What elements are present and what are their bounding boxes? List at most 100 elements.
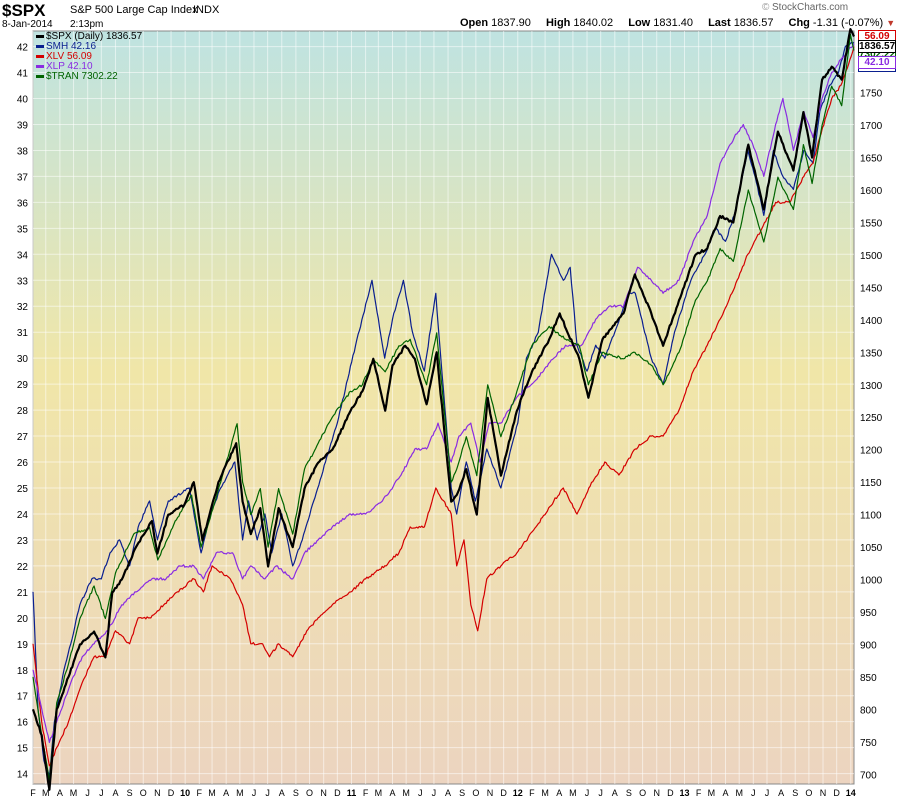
y-axis-left: 14 15 16 17 18 19 20 21 22 23 24 25 26 27 28 29 30 31 32 33… <box>17 43 29 781</box>
x-tick-label: F <box>696 788 702 798</box>
x-tick-label: J <box>432 788 437 798</box>
legend-entry: $SPX (Daily) 1836.57 <box>36 32 142 42</box>
x-tick-label: J <box>765 788 770 798</box>
x-tick-label: N <box>487 788 494 798</box>
x-tick-label: F <box>30 788 36 798</box>
x-tick-label: S <box>626 788 632 798</box>
legend-label: $SPX (Daily) 1836.57 <box>46 31 143 42</box>
copyright-icon: © <box>762 2 770 13</box>
last-value-tag: 42.10 <box>858 56 896 69</box>
x-tick-label: D <box>833 788 840 798</box>
y-tick-label-right: 850 <box>860 673 877 684</box>
y-tick-label-right: 1450 <box>860 283 883 294</box>
y-tick-label-left: 31 <box>17 328 29 339</box>
y-tick-label-left: 24 <box>17 510 29 521</box>
legend-label: XLP 42.10 <box>46 61 93 72</box>
x-tick-label: N <box>154 788 161 798</box>
y-tick-label-left: 14 <box>17 770 29 781</box>
x-tick-label: F <box>529 788 535 798</box>
y-tick-label-right: 1500 <box>860 251 883 262</box>
y-tick-label-right: 1000 <box>860 576 883 587</box>
chart-date: 8-Jan-2014 <box>2 19 53 30</box>
last-value-tag: 1836.57 <box>858 40 896 53</box>
x-tick-label: M <box>708 788 716 798</box>
y-tick-label-left: 38 <box>17 146 29 157</box>
x-tick-label: J <box>99 788 104 798</box>
y-tick-label-left: 16 <box>17 718 29 729</box>
x-tick-label: F <box>197 788 203 798</box>
y-tick-label-left: 42 <box>17 43 29 54</box>
x-tick-label: J <box>585 788 590 798</box>
series-lines <box>31 28 855 791</box>
down-triangle-icon: ▼ <box>886 18 896 28</box>
x-tick-label: D <box>500 788 507 798</box>
x-tick-label: S <box>792 788 798 798</box>
y-tick-label-right: 800 <box>860 705 877 716</box>
series-line-tran <box>32 33 855 782</box>
y-tick-label-left: 15 <box>17 744 29 755</box>
symbol-title: $SPX <box>2 1 46 20</box>
y-tick-label-left: 29 <box>17 380 29 391</box>
x-tick-label: 13 <box>680 788 690 798</box>
x-tick-label: N <box>653 788 660 798</box>
open-value: 1837.90 <box>491 17 531 29</box>
index-name: S&P 500 Large Cap Index <box>70 4 198 16</box>
legend-entry: SMH 42.16 <box>36 42 142 52</box>
y-tick-label-left: 19 <box>17 640 29 651</box>
y-tick-label-right: 1400 <box>860 316 883 327</box>
x-tick-label: J <box>418 788 423 798</box>
x-tick-label: A <box>112 788 118 798</box>
y-tick-label-left: 32 <box>17 302 29 313</box>
x-tick-label: S <box>293 788 299 798</box>
x-tick-label: A <box>556 788 562 798</box>
legend-label: XLV 56.09 <box>46 51 92 62</box>
series-line-xlv <box>32 46 855 767</box>
legend-swatch <box>36 54 44 58</box>
x-tick-label: M <box>42 788 50 798</box>
x-tick-label: J <box>265 788 270 798</box>
legend: $SPX (Daily) 1836.57 SMH 42.16 XLV 56.09 XL… <box>36 32 142 82</box>
x-tick-label: O <box>306 788 313 798</box>
y-tick-label-left: 27 <box>17 432 29 443</box>
x-tick-label: A <box>389 788 395 798</box>
x-tick-label: O <box>805 788 812 798</box>
y-axis-right: 700 750 800 850 900 950 1000 1050 1100 1150 1200 12… <box>860 56 883 781</box>
y-tick-label-left: 17 <box>17 692 29 703</box>
high-value: 1840.02 <box>573 17 614 29</box>
y-tick-label-right: 1700 <box>860 121 883 132</box>
quote-bar: Open 1837.90 High 1840.02 Low 1831.40 Last 1… <box>460 17 895 29</box>
y-tick-label-left: 37 <box>17 172 29 183</box>
grid-lines <box>32 31 854 784</box>
y-tick-label-left: 25 <box>17 484 29 495</box>
x-tick-label: N <box>820 788 827 798</box>
y-tick-label-left: 34 <box>17 250 29 261</box>
y-tick-label-right: 900 <box>860 640 877 651</box>
high-label: High <box>545 17 571 29</box>
x-tick-label: S <box>127 788 133 798</box>
x-tick-label: M <box>208 788 216 798</box>
legend-label: SMH 42.16 <box>46 41 97 52</box>
y-tick-label-left: 26 <box>17 458 29 469</box>
y-tick-label-right: 1100 <box>860 511 882 522</box>
x-tick-label: A <box>612 788 618 798</box>
x-tick-label: A <box>279 788 285 798</box>
y-tick-label-left: 22 <box>17 562 29 573</box>
y-tick-label-left: 28 <box>17 406 29 417</box>
legend-entry: $TRAN 7302.22 <box>36 72 142 82</box>
x-axis: F M A M J J A S O N D 10 F M A M J J A S O N D 11 F M A M J J A S O N D 12 F… <box>30 788 856 798</box>
y-tick-label-left: 21 <box>17 588 29 599</box>
y-tick-label-right: 1050 <box>860 543 883 554</box>
legend-swatch <box>36 34 44 38</box>
y-tick-label-right: 700 <box>860 770 877 781</box>
x-tick-label: A <box>57 788 63 798</box>
x-tick-label: M <box>569 788 577 798</box>
series-line-xlp <box>32 43 855 744</box>
y-tick-label-left: 41 <box>17 69 29 80</box>
y-tick-label-left: 30 <box>17 354 29 365</box>
y-tick-label-right: 1300 <box>860 381 883 392</box>
last-value: 1836.57 <box>733 17 774 29</box>
x-tick-label: O <box>639 788 646 798</box>
legend-swatch <box>36 44 44 48</box>
x-tick-label: A <box>445 788 451 798</box>
